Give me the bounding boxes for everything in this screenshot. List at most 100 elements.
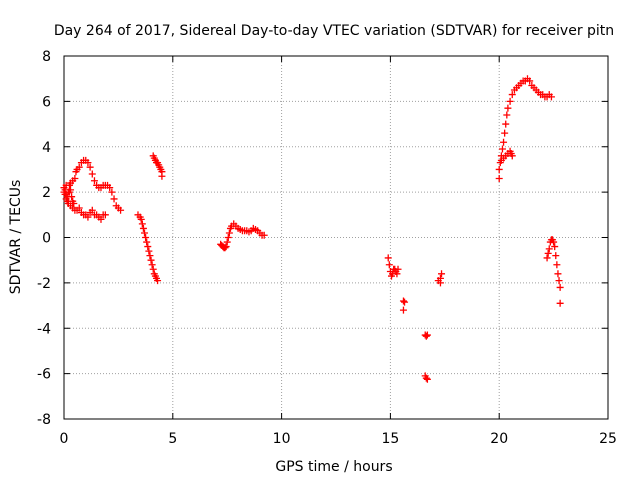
data-point (503, 111, 511, 119)
grid-lines (64, 56, 608, 419)
data-point (423, 331, 431, 339)
y-tick-label: 4 (42, 140, 51, 156)
series-trace-g (384, 254, 402, 280)
data-point (495, 175, 503, 183)
data-point (117, 206, 125, 214)
data-point (399, 306, 407, 314)
data-point (154, 277, 162, 285)
y-axis-label: SDTVAR / TECUs (8, 180, 24, 295)
data-point (158, 172, 166, 180)
data-point (423, 375, 431, 383)
data-point (544, 249, 552, 257)
data-point (84, 159, 92, 167)
data-point (547, 93, 555, 101)
series-trace-d (134, 211, 162, 285)
data-point (145, 247, 153, 255)
data-point (554, 270, 562, 278)
data-point (551, 243, 559, 251)
data-point (90, 177, 98, 185)
series-trace-k (495, 75, 555, 183)
x-tick-label: 0 (60, 431, 69, 447)
data-point (543, 254, 551, 262)
data-point (75, 163, 83, 171)
data-point (144, 243, 152, 251)
data-point (148, 261, 156, 269)
data-point (506, 97, 514, 105)
y-tick-label: 8 (42, 49, 51, 65)
data-point (138, 220, 146, 228)
y-tick-label: 6 (42, 94, 51, 110)
data-point (71, 175, 79, 183)
x-tick-label: 10 (273, 431, 291, 447)
data-point (224, 234, 232, 241)
data-point (500, 138, 508, 146)
series-trace-i (421, 331, 431, 383)
data-point (550, 238, 558, 246)
data-point (149, 265, 157, 273)
series-trace-j (434, 270, 446, 287)
y-tick-labels: -8 -6 -4 -2 0 2 4 6 8 (37, 49, 51, 428)
x-tick-label: 5 (168, 431, 177, 447)
x-tick-label: 25 (599, 431, 617, 447)
data-point (67, 186, 75, 194)
x-tick-label: 20 (490, 431, 508, 447)
data-point (502, 120, 510, 128)
x-tick-label: 15 (381, 431, 399, 447)
data-point (384, 254, 392, 262)
y-tick-label: 2 (42, 185, 51, 201)
data-point (68, 193, 76, 201)
y-tick-label: -4 (37, 321, 51, 337)
data-point (70, 199, 78, 207)
data-point (385, 261, 393, 269)
data-point (101, 211, 109, 219)
data-point (556, 283, 564, 291)
data-point (553, 261, 561, 269)
data-point (141, 229, 149, 237)
data-point (394, 265, 402, 273)
data-point (84, 213, 92, 221)
y-tick-label: 0 (42, 231, 51, 247)
data-points (60, 75, 564, 383)
data-point (555, 277, 563, 285)
data-point (106, 184, 114, 192)
data-point (498, 145, 506, 153)
data-point (222, 243, 230, 251)
data-point (526, 77, 534, 85)
data-point (147, 256, 155, 264)
data-point (225, 229, 233, 237)
data-point (97, 215, 105, 223)
x-axis-label: GPS time / hours (275, 459, 392, 475)
series-trace-h (399, 297, 409, 314)
data-point (137, 215, 145, 223)
data-point (75, 204, 83, 212)
data-point (508, 152, 516, 160)
series-trace-a (60, 156, 125, 214)
data-point (223, 238, 231, 246)
data-point (139, 224, 147, 232)
data-point (501, 129, 509, 137)
data-point (108, 188, 116, 196)
data-point (221, 244, 229, 252)
plot-frame (63, 55, 609, 420)
data-point (552, 252, 560, 260)
data-point (508, 91, 516, 99)
data-point (399, 297, 407, 305)
data-point (504, 104, 512, 112)
data-point (143, 238, 151, 246)
data-point (142, 234, 150, 241)
data-point (86, 163, 94, 171)
data-point (88, 206, 96, 214)
series-trace-c (60, 184, 78, 207)
data-point (88, 170, 96, 178)
y-tick-label: -2 (37, 276, 51, 292)
data-point (422, 374, 430, 382)
data-point (436, 279, 444, 287)
chart-title: Day 264 of 2017, Sidereal Day-to-day VTE… (54, 23, 614, 39)
data-point (393, 270, 401, 278)
data-point (401, 298, 409, 306)
data-point (438, 270, 446, 278)
data-point (495, 165, 503, 173)
y-tick-label: -6 (37, 367, 51, 383)
